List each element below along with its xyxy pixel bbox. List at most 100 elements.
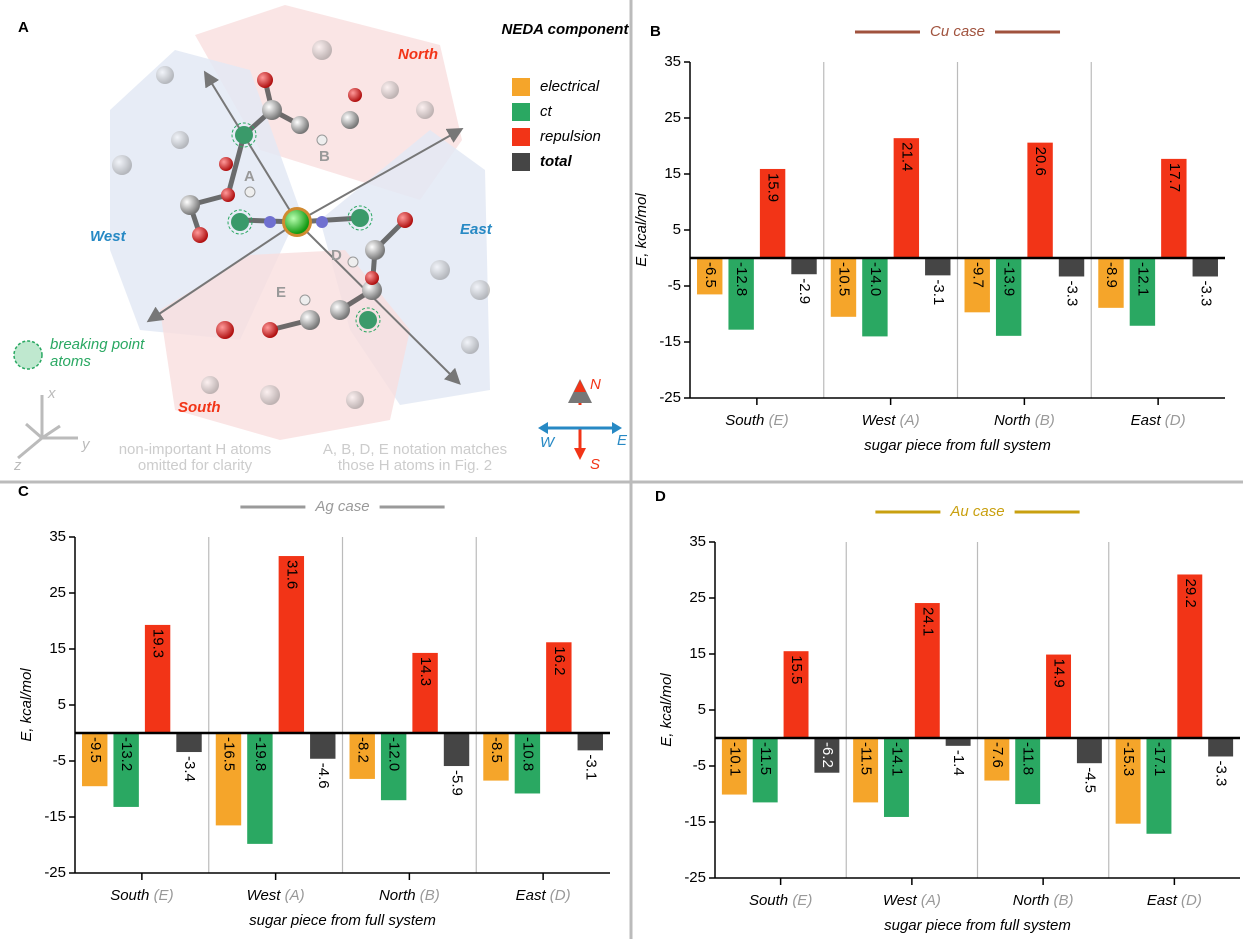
bar (697, 258, 723, 295)
bar (144, 624, 171, 733)
value-label: -17.1 (1151, 742, 1168, 776)
category-note: (D) (1181, 892, 1202, 909)
value-label: -3.1 (582, 754, 599, 780)
note: non-important H atoms (119, 441, 272, 458)
region-label: West (90, 228, 127, 245)
chart-title: Ag case (314, 498, 369, 515)
bar (412, 652, 438, 733)
category-name: North (379, 887, 416, 904)
x-tick-label: East (D) (1131, 412, 1186, 429)
bar (783, 651, 809, 738)
bar (1015, 738, 1041, 805)
category-note: (D) (1165, 412, 1186, 429)
bar (893, 138, 920, 258)
value-label: -5.9 (449, 770, 466, 796)
y-tick-label: 15 (49, 640, 66, 657)
y-tick-label: -25 (659, 389, 681, 406)
bar (1208, 738, 1234, 757)
region-label: East (460, 221, 493, 238)
y-tick-label: 5 (698, 701, 706, 718)
legend-swatch (512, 153, 530, 171)
value-label: -4.6 (315, 763, 332, 789)
panel-label: D (655, 488, 666, 505)
bar (215, 733, 242, 826)
y-axis-label: E, kcal/mol (633, 193, 650, 267)
legend-title: NEDA component (502, 21, 630, 38)
category-name: East (1147, 892, 1178, 909)
y-tick-label: 25 (49, 584, 66, 601)
h-label: D (331, 247, 342, 264)
category-name: West (862, 412, 897, 429)
bar (1058, 258, 1085, 277)
panel-label: B (650, 23, 661, 40)
category-name: West (247, 887, 282, 904)
value-label: 29.2 (1182, 578, 1199, 607)
bar (1098, 258, 1124, 308)
value-label: 14.9 (1051, 659, 1068, 688)
value-label: 17.7 (1166, 163, 1183, 192)
note: those H atoms in Fig. 2 (338, 457, 492, 474)
bar (814, 738, 840, 773)
y-tick-label: 35 (689, 533, 706, 550)
category-note: (A) (921, 892, 941, 909)
x-tick-label: West (A) (862, 412, 920, 429)
category-note: (E) (154, 887, 174, 904)
bar (247, 733, 273, 844)
legend-swatch (512, 103, 530, 121)
value-label: -13.9 (1001, 262, 1018, 296)
value-label: -8.5 (488, 737, 505, 763)
value-label: 31.6 (283, 560, 300, 589)
legend-label: electrical (540, 78, 600, 95)
category-note: (A) (900, 412, 920, 429)
x-tick-label: West (A) (247, 887, 305, 904)
category-name: East (1131, 412, 1162, 429)
x-tick-label: South (E) (749, 892, 812, 909)
note: A, B, D, E notation matches (323, 441, 507, 458)
value-label: -3.3 (1197, 280, 1214, 306)
bar (514, 733, 541, 794)
bar (443, 733, 470, 767)
bar (1161, 158, 1187, 258)
y-tick-label: -5 (53, 752, 66, 769)
value-label: -14.1 (888, 742, 905, 776)
bar (1146, 738, 1172, 834)
value-label: -3.1 (930, 279, 947, 305)
category-note: (A) (285, 887, 305, 904)
bar (278, 556, 305, 733)
category-note: (B) (1054, 892, 1074, 909)
y-tick-label: 25 (689, 589, 706, 606)
y-tick-label: 15 (664, 165, 681, 182)
bar (349, 733, 375, 779)
h-label: E (276, 284, 286, 301)
axis-symbol: x (47, 385, 56, 402)
value-label: -13.2 (118, 737, 135, 771)
bar (546, 642, 572, 733)
value-label: -12.8 (733, 262, 750, 296)
bar (721, 738, 747, 795)
value-label: -7.6 (989, 742, 1006, 768)
y-tick-label: -5 (668, 277, 681, 294)
note: breaking point (50, 336, 145, 353)
chart-title: Cu case (930, 23, 985, 40)
value-label: 19.3 (150, 629, 167, 658)
x-tick-label: North (B) (994, 412, 1055, 429)
bar (1192, 258, 1218, 277)
value-label: -2.9 (796, 278, 813, 304)
y-axis-label: E, kcal/mol (658, 673, 675, 747)
legend-label: repulsion (540, 128, 601, 145)
bar (883, 738, 909, 817)
value-label: -16.5 (221, 737, 238, 771)
value-label: -19.8 (252, 737, 269, 771)
axis-symbol: z (13, 457, 22, 474)
h-label: B (319, 148, 330, 165)
note: atoms (50, 353, 91, 370)
value-label: -6.2 (819, 742, 836, 768)
value-label: -3.4 (181, 756, 198, 782)
x-tick-label: South (E) (725, 412, 788, 429)
x-axis-label: sugar piece from full system (249, 912, 436, 929)
x-axis-label: sugar piece from full system (864, 437, 1051, 454)
value-label: -8.9 (1103, 262, 1120, 288)
bar (925, 258, 951, 276)
category-note: (E) (792, 892, 812, 909)
bar (1076, 738, 1102, 764)
